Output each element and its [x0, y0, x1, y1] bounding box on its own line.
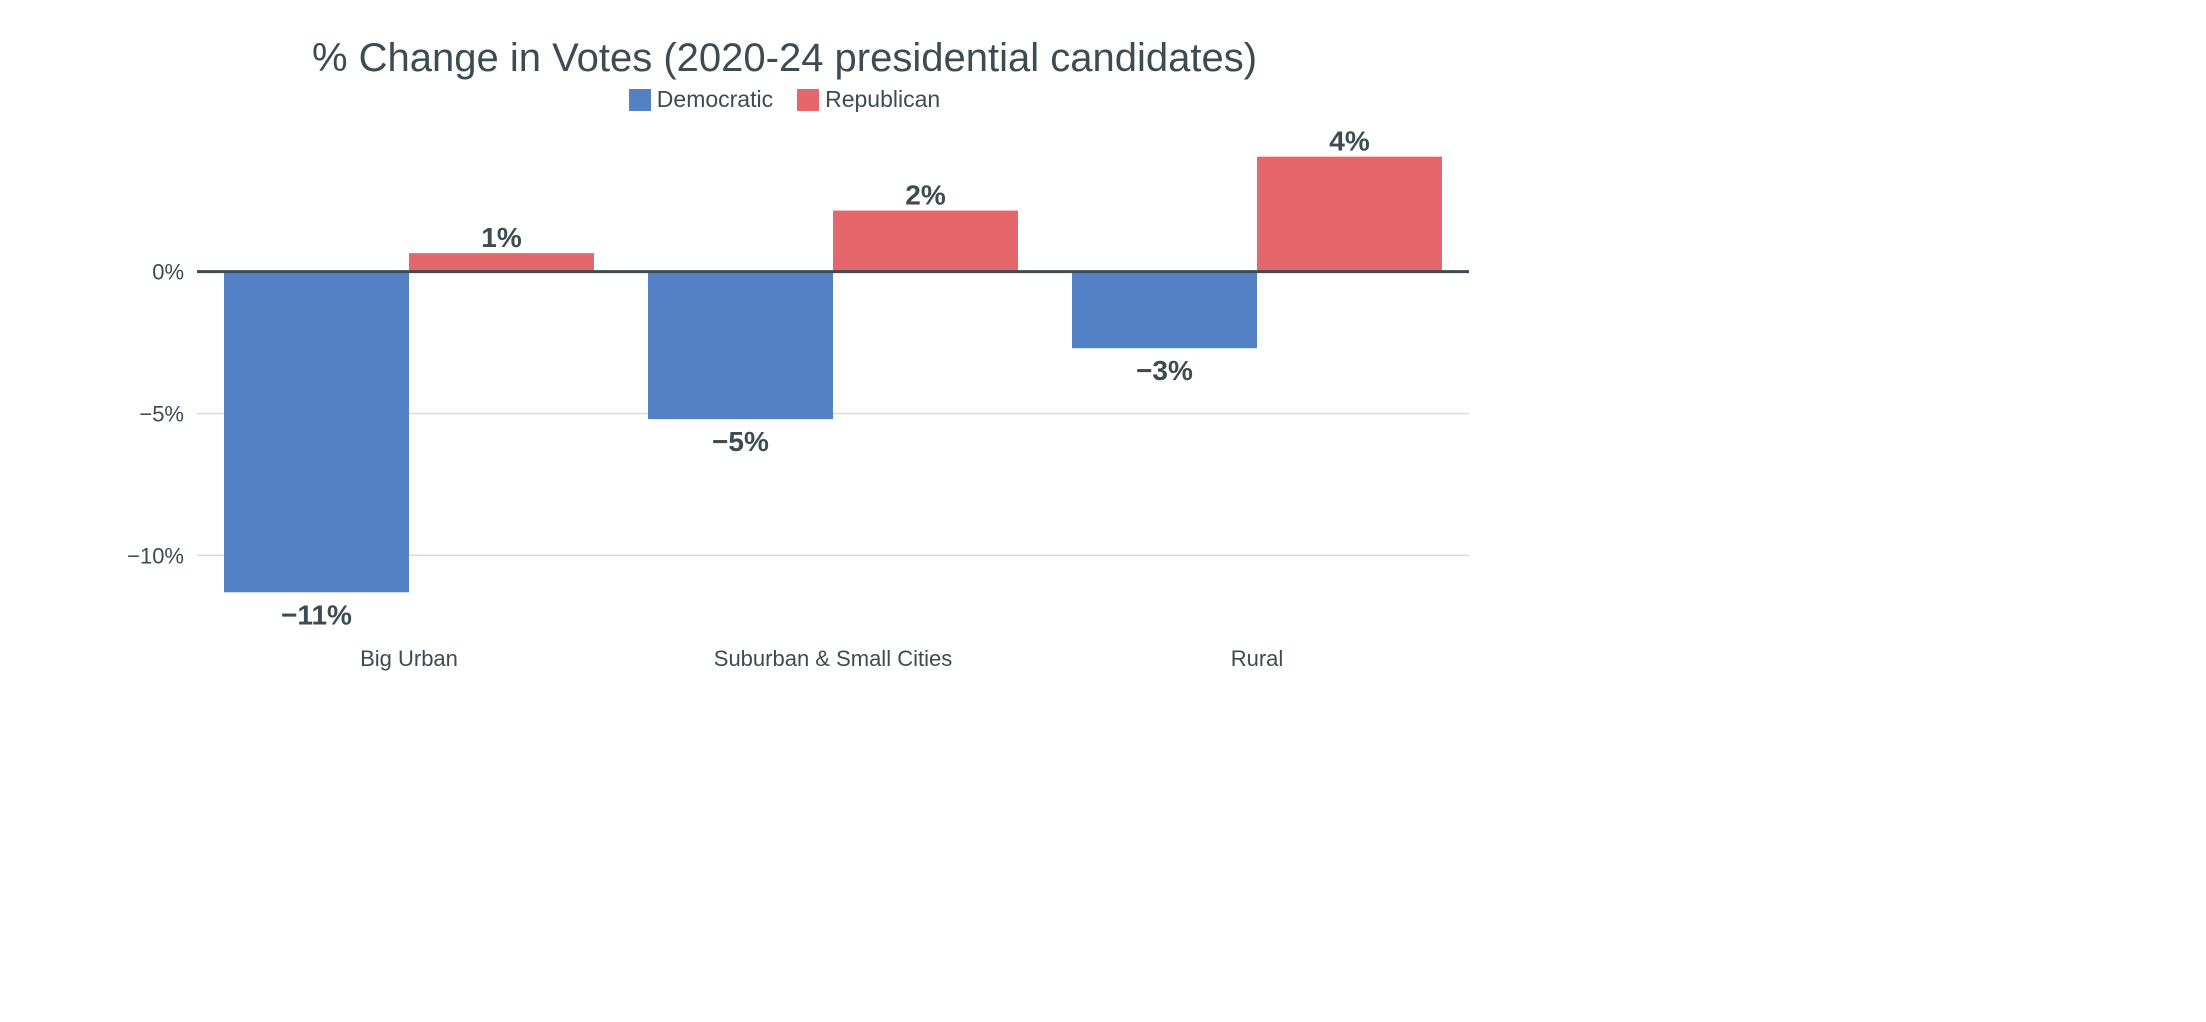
x-category-label: Rural [1231, 646, 1284, 671]
legend-label-republican: Republican [825, 86, 941, 112]
legend-label-democratic: Democratic [656, 86, 774, 112]
bar-republican-0 [409, 253, 594, 272]
x-category-label: Big Urban [360, 646, 458, 671]
bar-democratic-2 [1072, 271, 1257, 349]
bar-democratic-1 [648, 271, 833, 420]
y-tick-label: −10% [127, 543, 184, 568]
bar-republican-1 [833, 210, 1018, 272]
legend-swatch-democratic [628, 88, 651, 111]
legend: Democratic Republican [0, 86, 1569, 113]
x-category-label: Suburban & Small Cities [714, 646, 952, 671]
bar-democratic-0 [224, 271, 409, 593]
bars [224, 156, 1442, 593]
legend-item-democratic: Democratic [628, 86, 774, 113]
data-label: 4% [1329, 126, 1370, 157]
legend-swatch-republican [797, 88, 820, 111]
data-label: −3% [1136, 355, 1193, 386]
y-tick-label: 0% [152, 260, 184, 285]
chart-title: % Change in Votes (2020-24 presidential … [311, 36, 1258, 80]
data-label: 2% [905, 180, 946, 211]
y-tick-label: −5% [139, 401, 184, 426]
data-label: 1% [481, 222, 522, 253]
data-label: −5% [712, 426, 769, 457]
bar-republican-2 [1257, 156, 1442, 272]
data-label: −11% [281, 599, 352, 630]
legend-item-republican: Republican [797, 86, 940, 113]
labels: 0% −5% −10% −11% 1% Big Urban −5% 2% Suburban & … [127, 126, 1370, 671]
